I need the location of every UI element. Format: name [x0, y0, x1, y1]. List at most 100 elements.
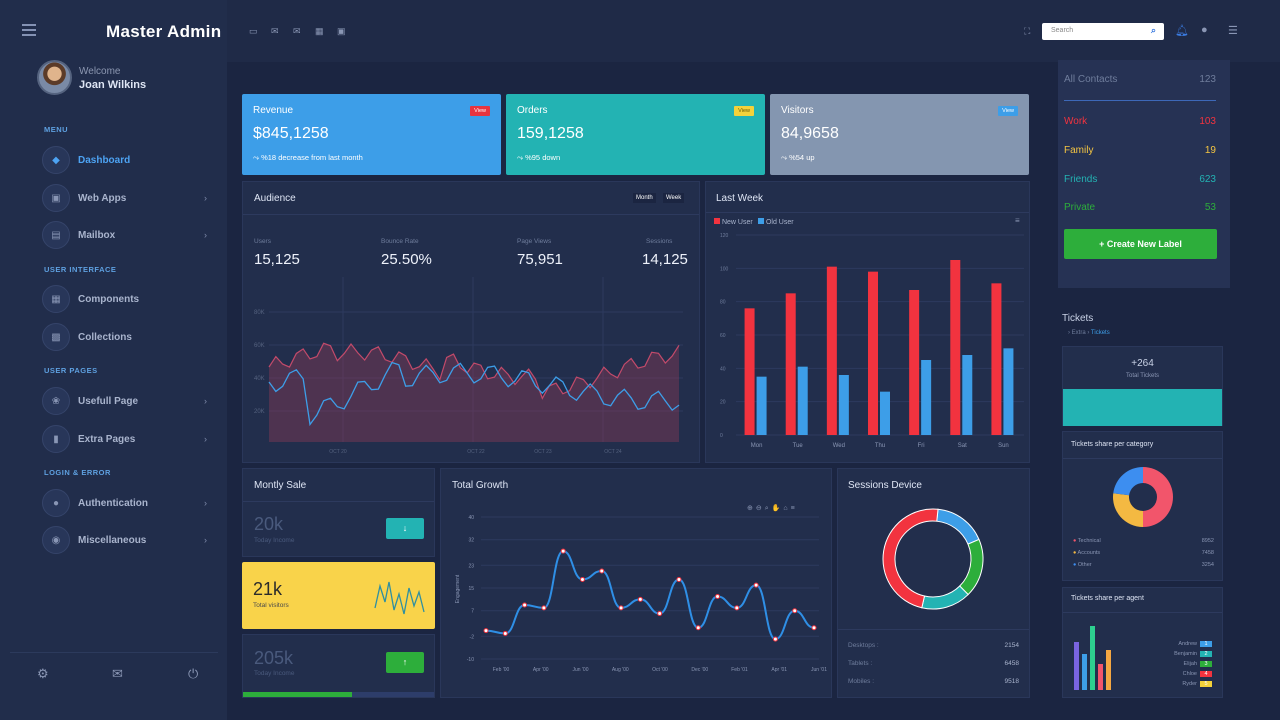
- sidebar-item-extra-pages[interactable]: ▮ Extra Pages ›: [42, 424, 207, 454]
- growth-point: [560, 548, 566, 554]
- legend-swatch: [758, 218, 764, 224]
- power-icon[interactable]: ⏻: [188, 666, 199, 681]
- contact-row-friends[interactable]: Friends 623: [1064, 174, 1216, 185]
- y-tick-label: 40K: [254, 376, 265, 382]
- contact-label: Family: [1064, 145, 1094, 156]
- growth-point: [618, 605, 624, 611]
- kpi-label: Sessions: [646, 238, 673, 245]
- y-tick-label: 20: [720, 400, 726, 406]
- x-tick-label: Sat: [958, 443, 967, 449]
- contact-row-work[interactable]: Work 103: [1064, 116, 1216, 127]
- chart-menu-icon[interactable]: ≡: [1015, 216, 1020, 225]
- gear-icon[interactable]: ⚙: [37, 666, 49, 681]
- settings-sliders-icon[interactable]: ☰: [1228, 25, 1238, 37]
- bar-old-user: [756, 376, 767, 435]
- bell-icon[interactable]: 🔔︎: [1175, 25, 1189, 37]
- contact-label: Work: [1064, 116, 1088, 127]
- contact-count: 623: [1199, 174, 1216, 185]
- welcome-text: Welcome: [79, 66, 121, 77]
- sidebar-item-collections[interactable]: ▩ Collections: [42, 322, 207, 352]
- contact-row-all[interactable]: All Contacts 123: [1064, 74, 1216, 85]
- avatar[interactable]: [37, 60, 72, 95]
- sidebar-item-usefull-page[interactable]: ❀ Usefull Page ›: [42, 386, 207, 416]
- contact-row-family[interactable]: Family 19: [1064, 145, 1216, 156]
- device-value: 9518: [1004, 678, 1019, 685]
- bar-old-user: [838, 375, 849, 435]
- arrow-up-button[interactable]: ↑: [386, 652, 424, 673]
- y-tick-label: 80K: [254, 310, 265, 316]
- create-new-label-button[interactable]: + Create New Label: [1064, 229, 1217, 259]
- user-icon[interactable]: ●: [1201, 24, 1208, 36]
- tab-month[interactable]: Month: [633, 193, 656, 203]
- x-tick-label: OCT 22: [467, 449, 485, 455]
- tab-week[interactable]: Week: [663, 193, 685, 203]
- stat-sub: ⤳ %18 decrease from last month: [253, 153, 363, 162]
- chevron-right-icon: ›: [204, 396, 207, 406]
- users-line: [268, 342, 680, 400]
- contact-label: Private: [1064, 202, 1096, 213]
- x-tick-label: Aug '00: [612, 667, 629, 673]
- fullscreen-icon[interactable]: ⛶: [1024, 26, 1031, 36]
- bar-old-user: [962, 355, 973, 435]
- view-button[interactable]: View: [998, 106, 1018, 116]
- sidebar-item-components[interactable]: ▦ Components: [42, 284, 207, 314]
- inbox-icon[interactable]: ✉: [293, 26, 301, 36]
- agent-row: Elijah 3: [1184, 661, 1212, 667]
- agent-badge: 3: [1200, 661, 1212, 667]
- agent-bar: [1098, 664, 1103, 690]
- y-tick-label: -10: [467, 657, 474, 663]
- sidebar-item-dashboard[interactable]: ◆ Dashboard: [42, 145, 207, 175]
- contact-label: Friends: [1064, 174, 1098, 185]
- bar-new-user: [826, 266, 837, 435]
- agent-name: Elijah: [1183, 661, 1197, 667]
- view-button[interactable]: View: [470, 106, 490, 116]
- category-value: 3254: [1201, 562, 1214, 568]
- chat-icon[interactable]: ▭: [249, 26, 258, 36]
- y-tick-label: 15: [468, 586, 474, 592]
- visitors-card: 21k Total visitors: [242, 562, 435, 629]
- kpi-value: 14,125: [642, 251, 688, 268]
- sidebar-item-web-apps[interactable]: ▣ Web Apps ›: [42, 183, 207, 213]
- growth-point: [734, 605, 740, 611]
- menu-toggle-icon[interactable]: [22, 24, 36, 36]
- calendar-icon[interactable]: ▦: [315, 26, 324, 36]
- view-button[interactable]: View: [734, 106, 754, 116]
- arrow-down-button[interactable]: ↓: [386, 518, 424, 539]
- bar-new-user: [868, 271, 878, 435]
- agent-badge: 4: [1200, 671, 1212, 677]
- mail-icon[interactable]: ✉: [271, 26, 279, 36]
- stat-title: Visitors: [781, 105, 814, 116]
- user-name[interactable]: Joan Wilkins: [79, 79, 147, 91]
- x-tick-label: OCT 20: [329, 449, 347, 455]
- growth-point: [676, 576, 682, 582]
- contact-row-private[interactable]: Private 53: [1064, 202, 1216, 213]
- legend-label: Old User: [765, 219, 794, 226]
- sidebar-divider: [10, 652, 218, 653]
- x-tick-label: Apr '01: [771, 667, 787, 673]
- y-axis-label: Engagement: [455, 574, 461, 603]
- bar-new-user: [785, 293, 796, 435]
- agent-bar: [1074, 642, 1079, 690]
- agent-badge: 2: [1200, 651, 1212, 657]
- agent-row: Andrew 1: [1178, 641, 1212, 647]
- agent-name: Ryder: [1182, 681, 1197, 687]
- search-input[interactable]: Search ⌕: [1042, 23, 1164, 40]
- stat-sub-text: %54 up: [789, 153, 815, 162]
- breadcrumb-item[interactable]: Extra: [1071, 330, 1086, 336]
- stat-value: $845,1258: [253, 125, 329, 142]
- mail-icon[interactable]: ✉: [112, 666, 123, 681]
- x-tick-label: Jun '00: [573, 667, 589, 673]
- chevron-right-icon: ›: [204, 434, 207, 444]
- chart-toolbar-icons[interactable]: ⊕⊖⌕✋⌂≡: [747, 505, 798, 512]
- agent-name: Andrew: [1178, 641, 1197, 647]
- sale-label: Today Income: [254, 670, 295, 677]
- visitors-sparkline: [374, 581, 425, 615]
- stat-sub-text: %95 down: [525, 153, 561, 162]
- star-icon[interactable]: ▣: [337, 26, 346, 36]
- sidebar-item-authentication[interactable]: ● Authentication ›: [42, 488, 207, 518]
- kpi-value: 75,951: [517, 251, 563, 268]
- stat-title: Revenue: [253, 105, 294, 116]
- sidebar-item-mailbox[interactable]: ▤ Mailbox ›: [42, 220, 207, 250]
- sidebar-item-miscellaneous[interactable]: ◉ Miscellaneous ›: [42, 525, 207, 555]
- search-icon[interactable]: ⌕: [1150, 25, 1156, 35]
